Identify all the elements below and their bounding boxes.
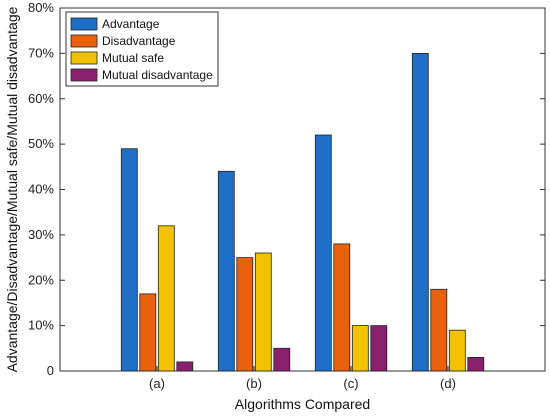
x-tick-label: (b) [246,376,262,391]
bar-mutual-safe-3 [351,325,369,372]
bar-advantage-1 [120,148,138,372]
bar-mutual-disadvantage-1 [176,361,194,372]
x-tick-label: (d) [440,376,456,391]
bar-advantage-2 [217,170,235,372]
bar-disadvantage-4 [430,288,448,372]
legend-swatch-mutual-disadvantage [70,68,98,82]
bar-advantage-4 [411,53,429,372]
bar-disadvantage-3 [333,243,351,372]
y-tick-label: 20% [28,272,54,287]
y-tick-label: 80% [28,0,54,15]
bar-mutual-safe-2 [254,252,272,372]
y-tick-label: 0 [47,363,54,378]
x-tick-label: (a) [149,376,165,391]
legend-label-mutual-disadvantage: Mutual disadvantage [102,68,213,82]
legend-swatch-mutual-safe [70,51,98,65]
bar-disadvantage-1 [139,293,157,372]
y-tick-label: 40% [28,182,54,197]
y-tick-label: 10% [28,318,54,333]
x-tick-label: (c) [343,376,358,391]
bars-group [120,53,485,372]
x-axis-ticks: (a) (b) (c) (d) [149,366,456,391]
y-tick-label: 50% [28,136,54,151]
x-axis-label: Algorithms Compared [235,396,370,412]
legend-swatch-disadvantage [70,34,98,48]
bar-mutual-safe-1 [157,225,175,372]
legend-swatch-advantage [70,17,98,31]
bar-mutual-disadvantage-2 [273,347,291,372]
y-tick-label: 30% [28,227,54,242]
legend-label-mutual-safe: Mutual safe [102,51,164,65]
bar-advantage-3 [314,134,332,372]
y-axis-ticks: 0 10% 20% 30% 40% 50% 60% 70% 80% [28,0,545,378]
legend-label-advantage: Advantage [102,17,160,31]
bar-disadvantage-2 [236,257,254,372]
bar-mutual-disadvantage-3 [370,325,388,372]
y-tick-label: 70% [28,45,54,60]
bar-mutual-safe-4 [448,329,466,372]
legend-label-disadvantage: Disadvantage [102,34,176,48]
legend: Advantage Disadvantage Mutual safe Mutual d… [65,11,219,87]
y-tick-label: 60% [28,91,54,106]
y-axis-label: Advantage/Disadvantage/Mutual safe/Mutua… [4,6,20,372]
bar-mutual-disadvantage-4 [467,356,485,372]
